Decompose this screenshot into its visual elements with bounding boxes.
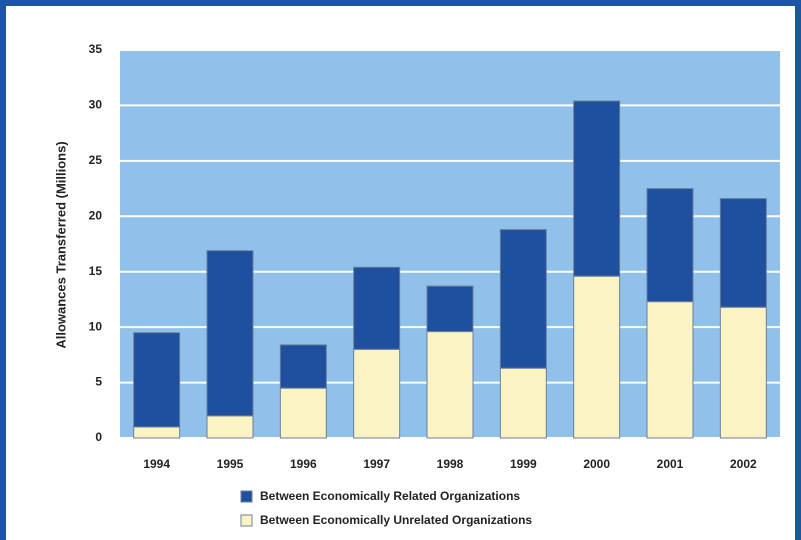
- bar-segment: [719, 306, 767, 439]
- legend-label: Between Economically Unrelated Organizat…: [260, 513, 532, 527]
- bar-segment: [279, 344, 327, 389]
- bar-segment: [206, 415, 254, 439]
- x-tick-label: 1997: [363, 457, 390, 471]
- y-tick-label: 20: [89, 208, 103, 222]
- y-axis-label: Allowances Transferred (Millions): [53, 141, 68, 348]
- x-tick-label: 1998: [437, 457, 464, 471]
- legend-label: Between Economically Related Organizatio…: [260, 489, 520, 503]
- y-tick-label: 25: [89, 153, 103, 167]
- bar-segment: [426, 285, 474, 333]
- bar-segment: [206, 250, 254, 417]
- x-tick-label: 2002: [730, 457, 757, 471]
- bar-segment: [426, 331, 474, 439]
- bar-segment: [353, 348, 401, 439]
- bar-segment: [353, 266, 401, 350]
- legend-swatch: [240, 490, 253, 503]
- bar-segment: [646, 188, 694, 303]
- bar-segment: [499, 229, 547, 369]
- x-tick-label: 1996: [290, 457, 317, 471]
- bar-segment: [133, 332, 181, 428]
- x-tick-label: 2000: [583, 457, 610, 471]
- x-tick-label: 2001: [657, 457, 684, 471]
- bar-segment: [646, 301, 694, 439]
- y-tick-label: 15: [89, 264, 103, 278]
- x-tick-label: 1999: [510, 457, 537, 471]
- bar-segment: [573, 275, 621, 439]
- y-tick-label: 10: [89, 319, 103, 333]
- legend-swatch: [240, 514, 253, 527]
- y-tick-label: 5: [95, 375, 102, 389]
- y-tick-label: 0: [95, 430, 102, 444]
- y-tick-label: 30: [89, 98, 103, 112]
- bar-segment: [719, 198, 767, 308]
- y-tick-label: 35: [89, 42, 103, 56]
- x-tick-label: 1994: [143, 457, 170, 471]
- bar-segment: [133, 426, 181, 439]
- x-tick-label: 1995: [217, 457, 244, 471]
- bar-segment: [573, 100, 621, 277]
- bar-segment: [499, 367, 547, 439]
- bar-segment: [279, 387, 327, 439]
